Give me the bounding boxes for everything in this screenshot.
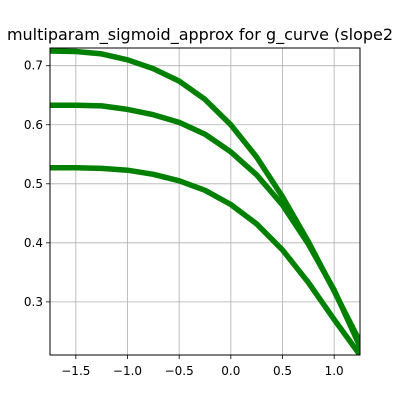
y-tick-label: 0.3 <box>24 295 43 309</box>
plot-frame <box>49 47 361 356</box>
y-tick-label: 0.6 <box>24 118 43 132</box>
x-tick-label: −1.5 <box>61 364 90 378</box>
y-axis: 0.3 0.4 0.5 0.6 0.7 <box>24 59 50 309</box>
x-tick-label: 0.0 <box>221 364 240 378</box>
y-tick-label: 0.5 <box>24 177 43 191</box>
x-tick-label: 1.0 <box>325 364 344 378</box>
y-tick-label: 0.7 <box>24 59 43 73</box>
series-group <box>50 48 360 355</box>
x-axis: −1.5 −1.0 −0.5 0.0 0.5 1.0 <box>61 355 344 378</box>
series-line-1 <box>50 48 360 345</box>
y-tick-label: 0.4 <box>24 236 43 250</box>
x-tick-label: −1.0 <box>113 364 142 378</box>
x-tick-label: 0.5 <box>273 364 292 378</box>
x-tick-label: −0.5 <box>165 364 194 378</box>
chart-title: multiparam_sigmoid_approx for g_curve (s… <box>7 25 393 45</box>
gridlines <box>50 48 360 355</box>
series-line-2 <box>50 102 360 350</box>
series-line-3 <box>50 165 360 355</box>
